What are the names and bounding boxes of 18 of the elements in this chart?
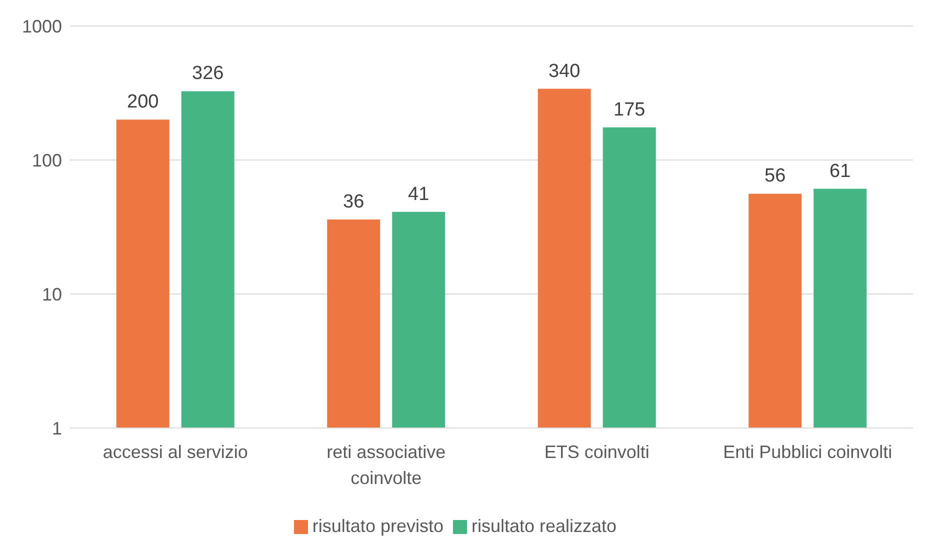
data-label: 61 (830, 160, 851, 182)
y-tick-label: 100 (32, 150, 62, 170)
y-tick-label: 10 (42, 284, 62, 304)
y-tick-label: 1000 (22, 16, 62, 36)
legend-label: risultato previsto (312, 516, 444, 536)
x-tick-label: ETS coinvolti (544, 442, 650, 462)
data-label: 175 (614, 99, 646, 120)
data-label: 340 (548, 60, 580, 82)
data-label: 36 (343, 191, 364, 212)
x-tick-label: accessi al servizio (102, 442, 248, 462)
data-label: 200 (127, 92, 159, 113)
x-tick-label: Enti Pubblici coinvolti (723, 442, 892, 462)
data-label: 56 (764, 166, 786, 187)
data-label: 41 (408, 184, 430, 205)
x-tick-label: reti associative coinvolte (326, 442, 446, 488)
y-tick-label: 1 (52, 418, 62, 438)
data-label: 326 (192, 63, 224, 84)
legend-label: risultato realizzato (471, 516, 617, 536)
